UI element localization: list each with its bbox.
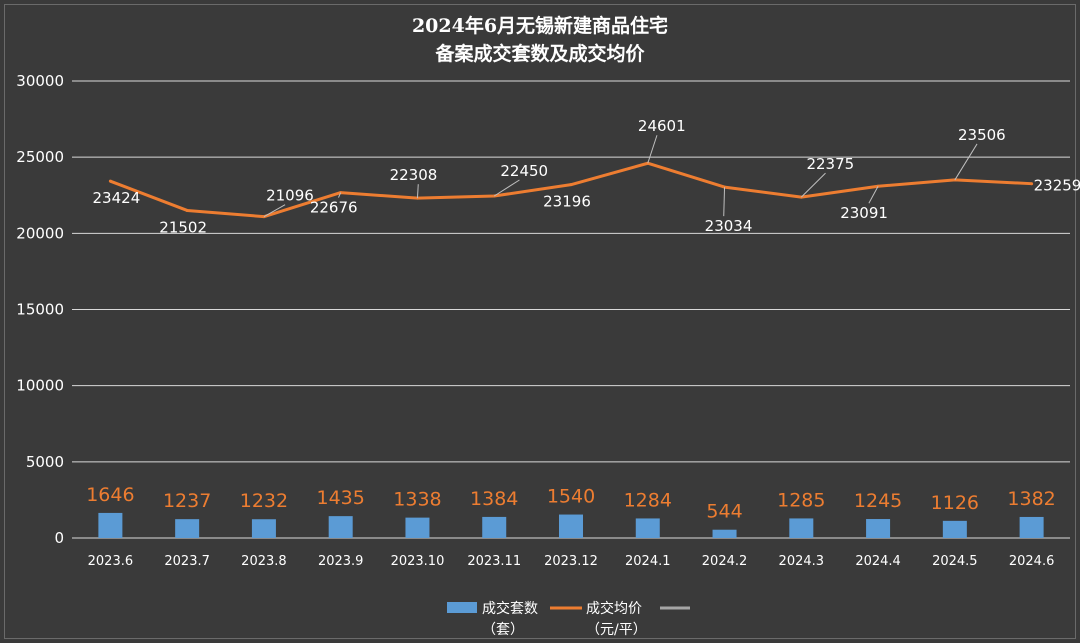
price-value-label: 23506	[958, 126, 1006, 144]
bar-value-label: 1237	[163, 490, 211, 512]
x-tick-label: 2023.8	[241, 554, 287, 569]
x-tick-label: 2024.6	[1009, 554, 1055, 569]
legend-bar-unit: （套）	[482, 622, 524, 638]
x-tick-label: 2023.9	[318, 554, 364, 569]
price-value-label: 21096	[266, 187, 314, 205]
bar-value-label: 544	[706, 501, 742, 523]
bar	[942, 520, 967, 538]
leader-line	[647, 135, 658, 164]
price-value-label: 22450	[500, 162, 548, 180]
x-tick-label: 2023.11	[467, 554, 521, 569]
bar	[405, 517, 430, 538]
bar	[98, 512, 123, 538]
leader-line	[800, 172, 826, 198]
price-value-label: 23424	[93, 189, 141, 207]
price-point	[108, 179, 112, 183]
y-tick-label: 5000	[26, 453, 64, 471]
x-tick-label: 2023.7	[164, 554, 210, 569]
chart-title-line2: 备案成交套数及成交均价	[434, 42, 645, 65]
y-tick-label: 25000	[16, 148, 64, 166]
legend: 成交套数 （套） 成交均价 （元/平）	[447, 600, 690, 638]
leader-line	[954, 143, 978, 181]
leader-line	[263, 204, 286, 218]
y-tick-label: 20000	[16, 224, 64, 242]
bar	[559, 514, 583, 538]
bar	[1019, 516, 1044, 538]
y-axis: 0 5000 10000 15000 20000 25000 30000	[16, 72, 64, 547]
leader-line	[723, 187, 726, 217]
bar-value-label: 1540	[547, 486, 595, 508]
price-value-label: 23259	[1034, 177, 1080, 195]
x-axis: 2023.6 2023.7 2023.8 2023.9 2023.10 2023.11 20…	[88, 554, 1055, 569]
bar-value-label: 1338	[393, 489, 441, 511]
y-tick-label: 30000	[16, 72, 64, 90]
price-value-label: 21502	[159, 218, 207, 236]
bar	[482, 516, 507, 538]
x-tick-label: 2023.12	[544, 554, 598, 569]
price-value-label: 23091	[840, 204, 888, 222]
price-value-label: 22676	[310, 199, 358, 217]
price-value-label: 24601	[638, 117, 686, 135]
legend-line-unit: （元/平）	[586, 622, 647, 638]
price-value-label: 22308	[390, 166, 438, 184]
bar-value-label: 1435	[317, 487, 365, 509]
chart-title-line1: 2024年6月无锡新建商品住宅	[412, 14, 668, 37]
bar	[866, 519, 891, 538]
bar	[175, 519, 200, 538]
bar-value-label: 1646	[86, 484, 134, 506]
legend-swatch-bar	[447, 602, 477, 613]
x-tick-label: 2024.1	[625, 554, 671, 569]
bar-series	[98, 512, 1044, 538]
bar-value-label: 1232	[240, 490, 288, 512]
bar-labels: 1646 1237 1232 1435 1338 1384 1540 1284 544 1285 1…	[86, 484, 1056, 523]
leader-line	[416, 184, 419, 199]
x-tick-label: 2023.10	[391, 554, 445, 569]
x-tick-label: 2024.5	[932, 554, 978, 569]
bar-value-label: 1126	[931, 492, 979, 514]
x-tick-label: 2024.3	[779, 554, 825, 569]
price-point	[1030, 182, 1034, 186]
leader-line	[493, 179, 520, 197]
gridlines	[72, 80, 1070, 539]
bar	[328, 516, 353, 538]
y-tick-label: 0	[54, 529, 64, 547]
y-tick-label: 10000	[16, 377, 64, 395]
x-tick-label: 2024.2	[702, 554, 748, 569]
price-point	[569, 183, 573, 187]
bar-value-label: 1285	[777, 489, 825, 511]
x-tick-label: 2023.6	[88, 554, 134, 569]
bar-value-label: 1284	[624, 489, 672, 511]
bar	[789, 518, 814, 538]
legend-line-name: 成交均价	[586, 600, 642, 617]
bar	[712, 529, 737, 538]
legend-bar-name: 成交套数	[482, 600, 538, 617]
price-value-label: 22375	[806, 155, 854, 173]
price-value-label: 23196	[543, 193, 591, 211]
x-tick-label: 2024.4	[855, 554, 901, 569]
leader-lines	[263, 135, 978, 218]
price-point	[185, 208, 189, 212]
bar-value-label: 1384	[470, 488, 518, 510]
leader-line	[338, 192, 342, 198]
bar	[251, 519, 276, 538]
y-tick-label: 15000	[16, 301, 64, 319]
chart-frame	[4, 4, 1076, 639]
bar	[635, 518, 660, 538]
price-value-label: 23034	[705, 217, 753, 235]
bar-value-label: 1245	[854, 490, 902, 512]
bar-value-label: 1382	[1007, 488, 1055, 510]
leader-line	[868, 186, 879, 204]
